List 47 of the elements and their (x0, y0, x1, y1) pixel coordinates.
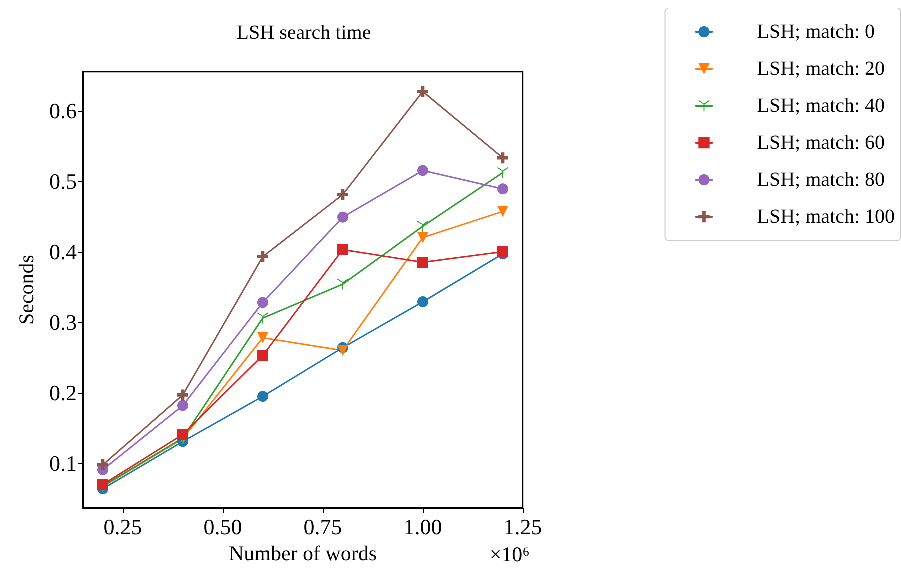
point (178, 429, 188, 440)
legend-label: LSH; match: 100 (757, 206, 895, 228)
point (498, 184, 508, 195)
legend-label: LSH; match: 80 (757, 169, 885, 191)
point (418, 232, 428, 244)
point (338, 244, 348, 256)
x-tick-label: 0.25 (104, 514, 142, 540)
point (258, 391, 268, 402)
point (498, 246, 508, 258)
legend-label: LSH; match: 60 (757, 132, 885, 154)
y-tick-label: 0.5 (50, 168, 77, 194)
y-tick-label: 0.3 (50, 310, 77, 336)
y-tick-label: 0.1 (50, 451, 77, 476)
point (498, 206, 508, 218)
point (178, 400, 188, 412)
x-tick-label: 1.25 (504, 514, 542, 540)
point (258, 350, 268, 362)
legend-label: LSH; match: 0 (757, 21, 875, 43)
point (418, 296, 428, 308)
x-tick-label: 0.50 (204, 514, 242, 540)
x-axis-title: Number of words (228, 542, 378, 566)
point (98, 460, 108, 471)
text: ×10⁶ (490, 542, 530, 566)
y-tick-label: 0.6 (50, 98, 77, 124)
point (338, 345, 348, 356)
point (498, 152, 508, 164)
point (418, 165, 428, 176)
point (338, 278, 348, 290)
point (418, 221, 428, 232)
point (418, 86, 428, 98)
y-axis-title: Seconds (14, 255, 38, 326)
legend-label: LSH; match: 40 (757, 95, 885, 117)
x-tick-label: 0.75 (304, 514, 342, 540)
chart-title: LSH search time (236, 22, 372, 44)
legend-label: LSH; match: 20 (757, 58, 885, 80)
point (418, 257, 428, 268)
point (258, 297, 268, 308)
point (258, 312, 268, 324)
point (258, 332, 268, 344)
x-tick-label: 1.00 (404, 514, 442, 540)
point (338, 212, 348, 223)
y-tick-label: 0.2 (50, 380, 77, 406)
point (338, 189, 348, 200)
point (258, 251, 268, 262)
y-tick-label: 0.4 (50, 239, 77, 264)
point (178, 390, 188, 401)
point (498, 167, 508, 178)
